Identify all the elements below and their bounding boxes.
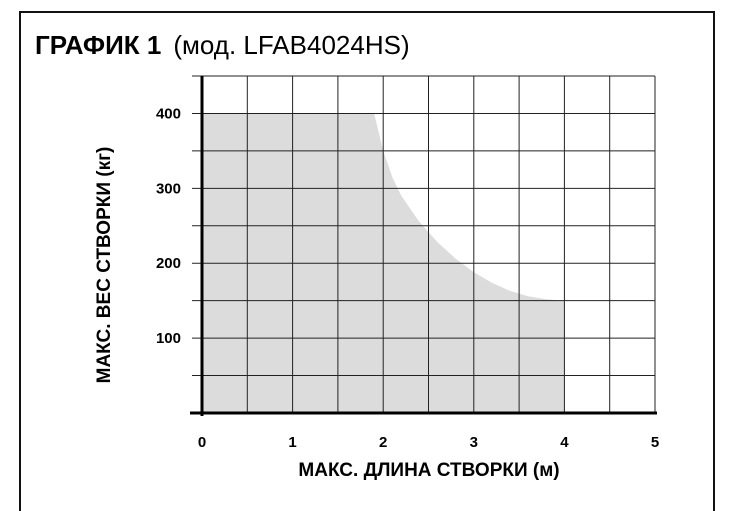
- x-tick-label: 2: [379, 434, 387, 451]
- chart-title-main: ГРАФИК 1: [35, 30, 162, 60]
- y-tick-label: 100: [156, 330, 181, 347]
- y-axis-label: МАКС. ВЕС СТВОРКИ (кг): [94, 146, 115, 384]
- chart-svg: 0 1 2 3 4 5 100 200 300 400: [156, 75, 659, 451]
- x-axis-label: МАКС. ДЛИНА СТВОРКИ (м): [298, 460, 560, 481]
- y-tick-label: 200: [156, 255, 181, 272]
- x-tick-label: 4: [560, 434, 569, 451]
- y-tick-label: 300: [156, 180, 181, 197]
- y-tick-label: 400: [156, 105, 181, 122]
- chart-title: ГРАФИК 1 (мод. LFAB4024HS): [35, 28, 410, 62]
- x-tick-label: 3: [470, 434, 478, 451]
- x-tick-label: 1: [288, 434, 296, 451]
- x-tick-label: 0: [198, 434, 206, 451]
- x-tick-label: 5: [651, 434, 659, 451]
- chart-subtitle: (мод. LFAB4024HS): [173, 30, 410, 60]
